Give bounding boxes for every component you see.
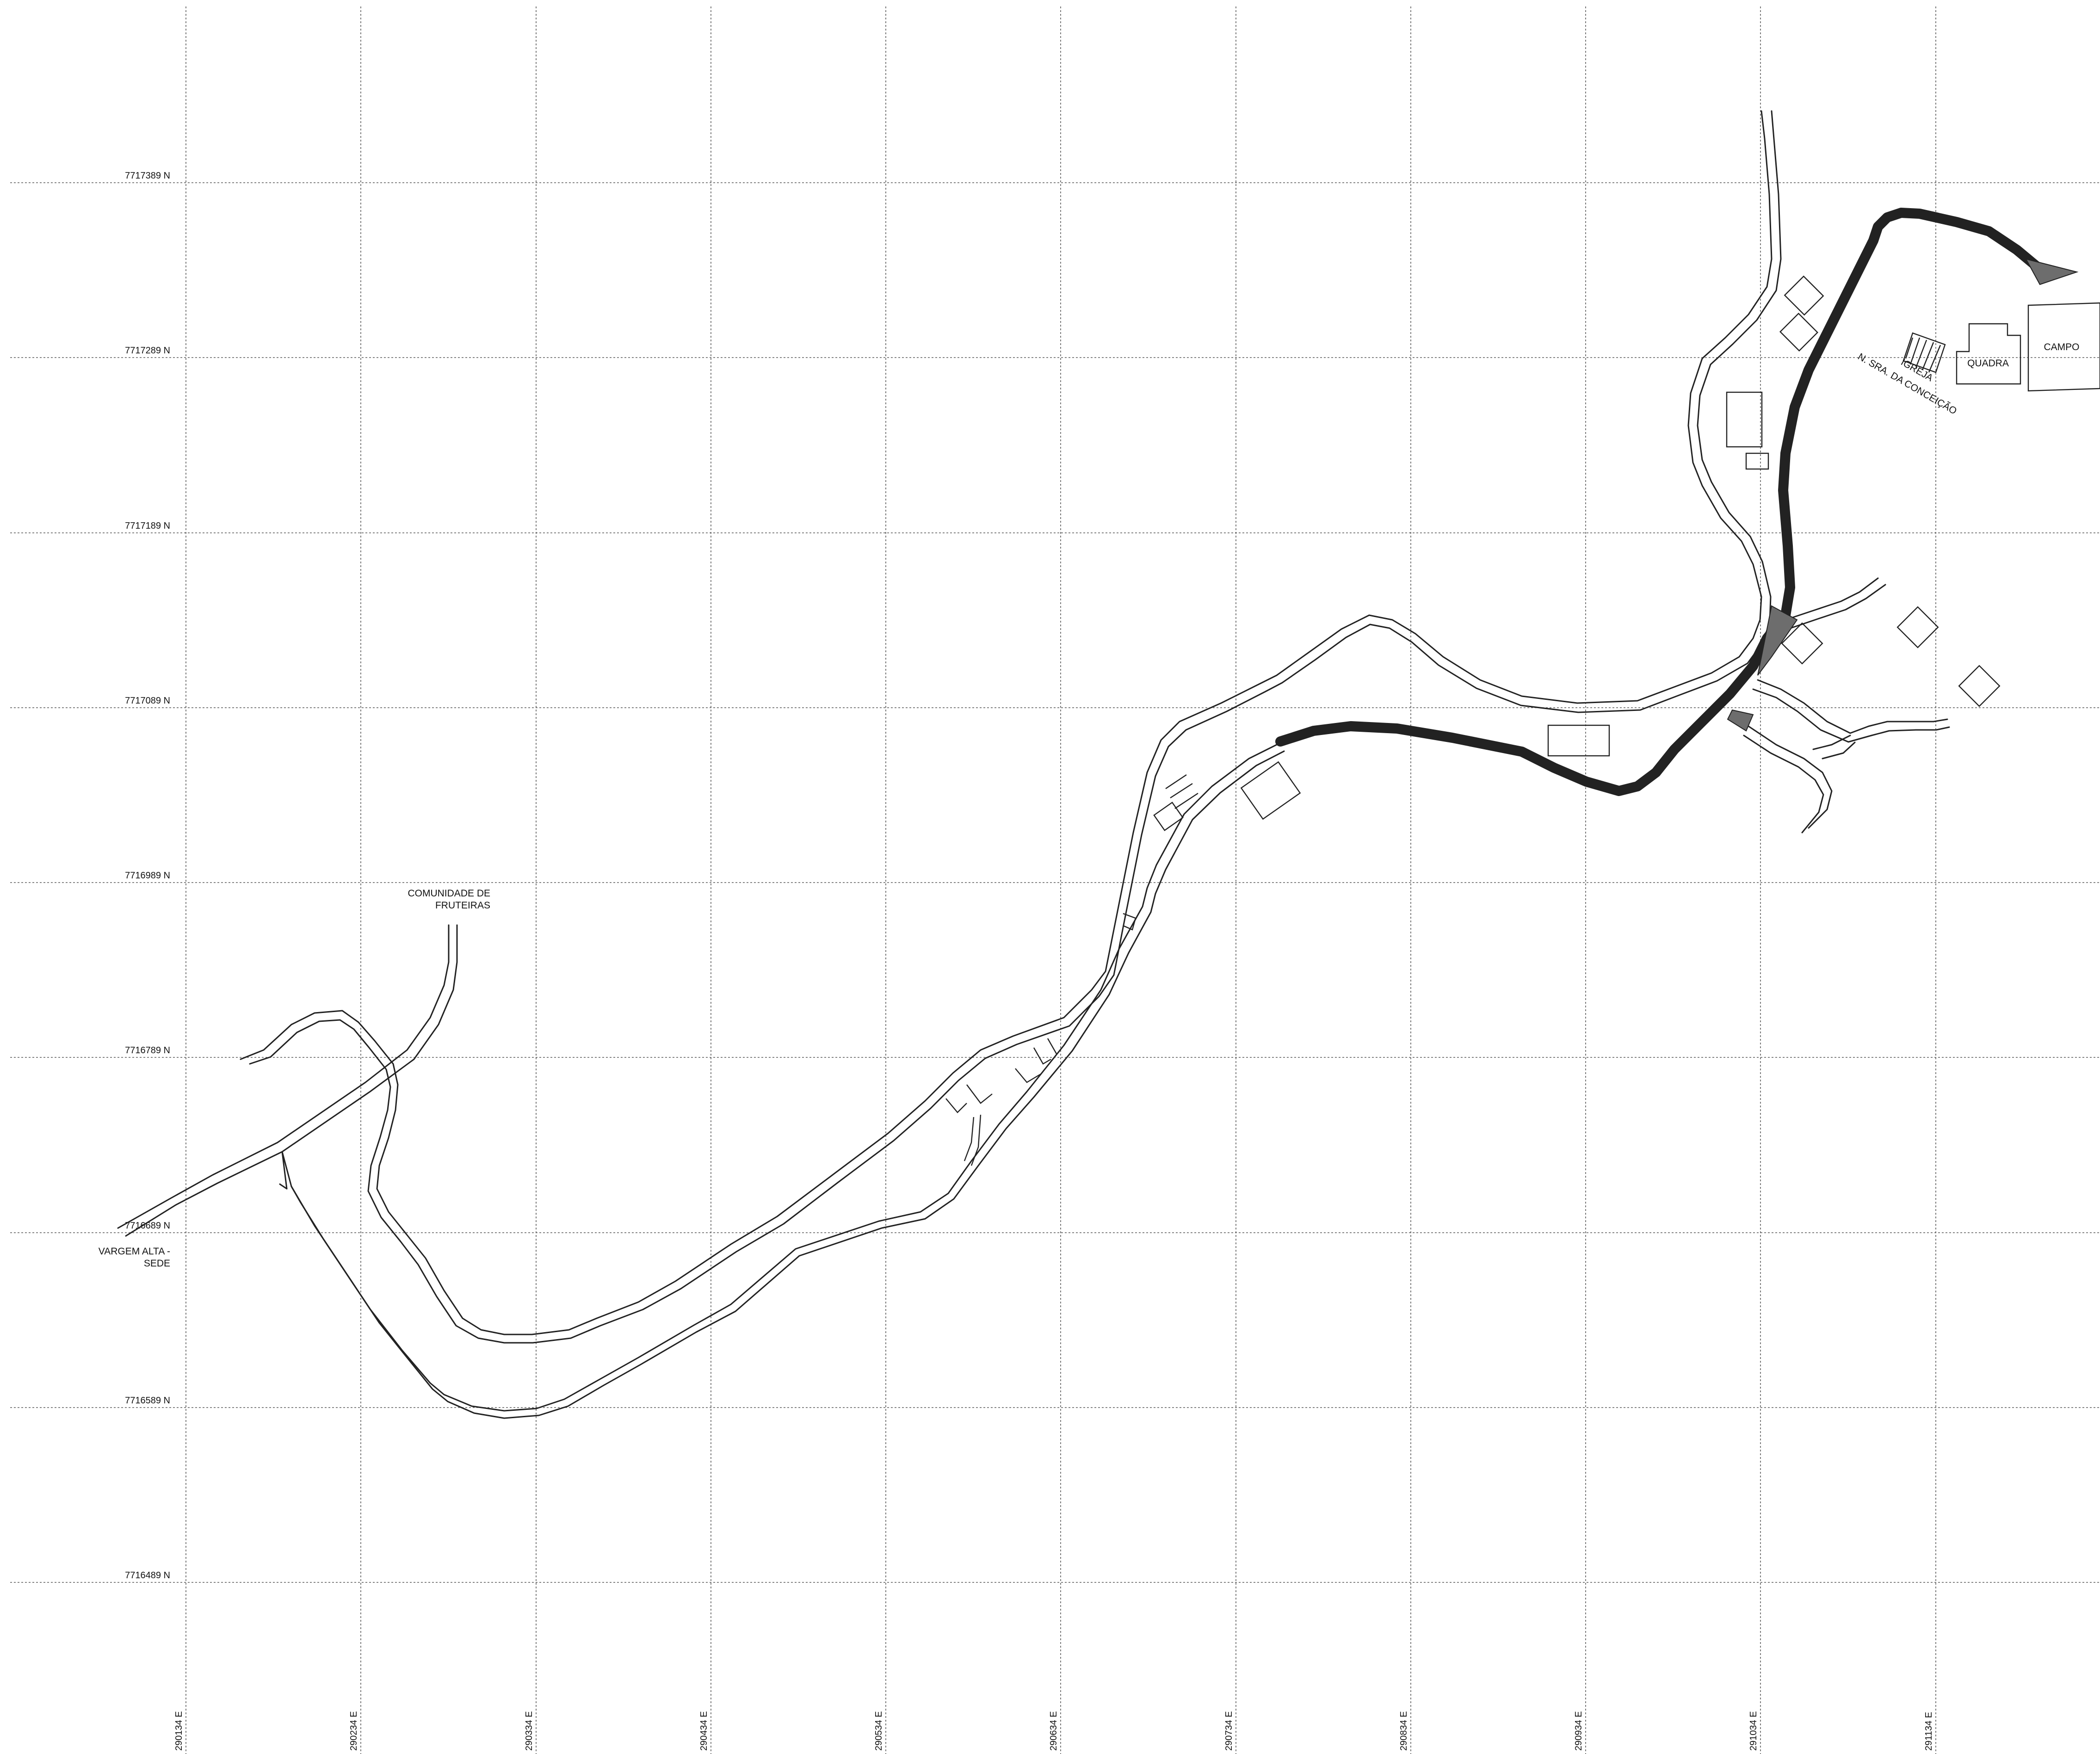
building xyxy=(1240,761,1301,820)
buildings xyxy=(945,275,2100,1166)
building xyxy=(1153,802,1184,831)
east-branch-road-edge xyxy=(1752,688,1950,743)
easting-label: 290534 E xyxy=(874,1711,884,1751)
building xyxy=(1547,724,1610,757)
main-road-edge xyxy=(290,750,1285,1419)
easting-label: 291034 E xyxy=(1748,1711,1759,1751)
northing-label: 7717189 N xyxy=(125,521,170,531)
building xyxy=(1896,606,1939,648)
campo-label: CAMPO xyxy=(2044,342,2079,352)
igreja-outline xyxy=(1902,332,1946,373)
easting-label: 290234 E xyxy=(349,1711,359,1751)
east-branch-road-edge xyxy=(1757,679,1948,734)
unpaved-roads xyxy=(117,110,1950,1419)
northing-label: 7717389 N xyxy=(125,171,170,181)
building xyxy=(1745,452,1769,470)
building xyxy=(1726,391,1763,448)
paved-road-end-arrow xyxy=(2025,258,2079,285)
northing-label: 7716989 N xyxy=(125,871,170,881)
south-branch-road-edge xyxy=(1748,725,1833,829)
northing-label: 7716489 N xyxy=(125,1570,170,1581)
building xyxy=(1781,622,1823,665)
northing-label: 7716589 N xyxy=(125,1396,170,1406)
coordinate-grid xyxy=(10,6,2100,1754)
building xyxy=(1784,275,1824,316)
main-road-outer-edge xyxy=(117,924,450,1229)
paved-road-junction xyxy=(1727,709,1754,732)
paved-road-junction xyxy=(1757,605,1798,676)
east-branch-road-edge xyxy=(1787,584,1886,630)
paved-road xyxy=(1275,208,2079,796)
hook-road-edge xyxy=(240,110,1773,1335)
branch-road-edge xyxy=(1812,735,1851,750)
easting-label: 290734 E xyxy=(1224,1711,1234,1751)
easting-label: 291134 E xyxy=(1924,1712,1934,1751)
building xyxy=(1958,665,2001,707)
branch-road-edge xyxy=(1822,741,1856,760)
easting-label: 290134 E xyxy=(174,1711,184,1751)
easting-label: 290334 E xyxy=(524,1711,534,1751)
structure-lines xyxy=(1165,774,1198,809)
structure-lines xyxy=(945,1038,1058,1113)
northing-label: 7716789 N xyxy=(125,1045,170,1056)
building xyxy=(1779,312,1819,352)
connector-road-edge xyxy=(279,1151,288,1190)
igreja-hatching xyxy=(1905,337,1941,373)
comunidade-label: FRUTEIRAS xyxy=(435,900,490,911)
easting-label: 290634 E xyxy=(1049,1711,1059,1751)
vargem-alta-label: SEDE xyxy=(144,1258,170,1269)
quadra-label: QUADRA xyxy=(1967,358,2009,369)
northing-label: 7717089 N xyxy=(125,696,170,706)
hook-road-edge xyxy=(249,110,1782,1344)
structure-lines xyxy=(964,1114,982,1166)
easting-label: 290834 E xyxy=(1399,1711,1409,1751)
paved-road-surface xyxy=(1277,209,2048,795)
east-branch-road-edge xyxy=(1785,577,1879,621)
south-branch-road-edge xyxy=(1743,735,1824,834)
building xyxy=(1123,913,1136,931)
comunidade-label: COMUNIDADE DE xyxy=(408,888,490,899)
vargem-alta-label: VARGEM ALTA - xyxy=(99,1246,170,1257)
grid-labels: 7717389 N 7717289 N 7717189 N 7717089 N … xyxy=(125,171,1934,1751)
easting-label: 290934 E xyxy=(1574,1711,1584,1751)
main-road-outer-edge xyxy=(125,924,458,1237)
northing-label: 7716689 N xyxy=(125,1221,170,1231)
main-road-edge xyxy=(281,744,1278,1412)
quadra-building xyxy=(1956,323,2021,385)
campo-field xyxy=(2027,302,2100,392)
northing-label: 7717289 N xyxy=(125,346,170,356)
easting-label: 290434 E xyxy=(699,1711,709,1751)
igreja-building xyxy=(1902,332,1946,373)
